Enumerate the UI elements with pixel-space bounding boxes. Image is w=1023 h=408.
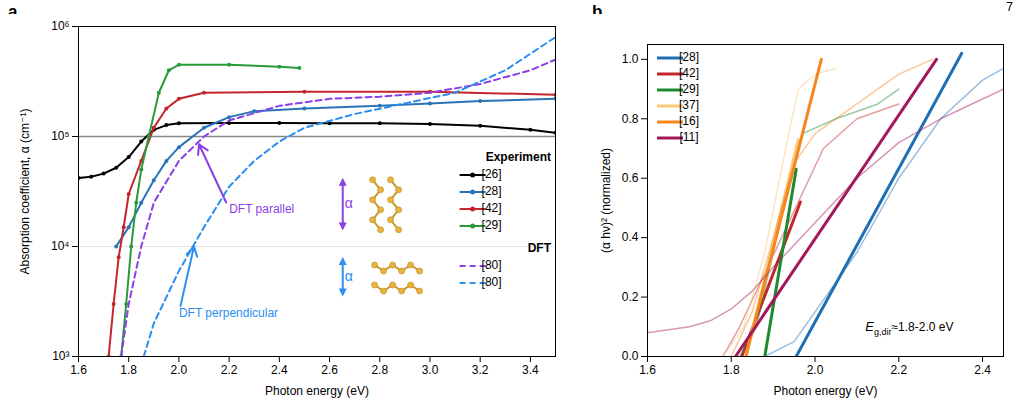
svg-text:(α hν)² (normalized): (α hν)² (normalized) — [599, 148, 613, 253]
html-text:b: b — [592, 2, 603, 21]
svg-text:[80]: [80] — [482, 258, 502, 272]
html-text:a: a — [8, 2, 18, 21]
svg-text:2.0: 2.0 — [807, 363, 824, 377]
svg-text:Experiment: Experiment — [486, 150, 551, 164]
svg-text:1.6: 1.6 — [70, 363, 87, 377]
svg-text:2.2: 2.2 — [890, 363, 907, 377]
svg-text:2.0: 2.0 — [171, 363, 188, 377]
html-text:7: 7 — [1006, 0, 1013, 14]
svg-text:Absorption coefficient, α (cm⁻: Absorption coefficient, α (cm⁻¹) — [18, 109, 32, 275]
svg-text:3.0: 3.0 — [422, 363, 439, 377]
svg-text:[80]: [80] — [482, 275, 502, 289]
svg-text:0.6: 0.6 — [622, 171, 639, 185]
svg-text:Eg,dir≈1.8-2.0 eV: Eg,dir≈1.8-2.0 eV — [865, 319, 953, 337]
svg-text:10⁵: 10⁵ — [51, 129, 69, 143]
svg-text:1.6: 1.6 — [639, 363, 656, 377]
svg-text:2.8: 2.8 — [371, 363, 388, 377]
svg-text:Photon energy (eV): Photon energy (eV) — [773, 384, 877, 398]
svg-text:0.4: 0.4 — [622, 230, 639, 244]
svg-text:[28]: [28] — [679, 50, 699, 64]
svg-text:DFT parallel: DFT parallel — [229, 202, 294, 216]
svg-text:[42]: [42] — [679, 66, 699, 80]
svg-text:1.8: 1.8 — [120, 363, 137, 377]
svg-text:10³: 10³ — [52, 349, 69, 363]
svg-text:[29]: [29] — [679, 82, 699, 96]
svg-text:[16]: [16] — [679, 114, 699, 128]
svg-text:2.4: 2.4 — [974, 363, 991, 377]
svg-text:[26]: [26] — [482, 167, 502, 181]
svg-text:3.2: 3.2 — [472, 363, 489, 377]
svg-text:2.2: 2.2 — [221, 363, 238, 377]
svg-text:1.0: 1.0 — [622, 52, 639, 66]
svg-text:0.0: 0.0 — [622, 349, 639, 363]
svg-text:[42]: [42] — [482, 201, 502, 215]
svg-text:10⁶: 10⁶ — [51, 19, 69, 33]
svg-text:10⁴: 10⁴ — [51, 239, 70, 253]
svg-text:3.4: 3.4 — [522, 363, 539, 377]
svg-text:DFT perpendicular: DFT perpendicular — [179, 306, 278, 320]
svg-text:α: α — [345, 268, 353, 284]
svg-text:[28]: [28] — [482, 184, 502, 198]
svg-text:0.8: 0.8 — [622, 112, 639, 126]
svg-text:2.6: 2.6 — [321, 363, 338, 377]
svg-text:α: α — [345, 195, 353, 211]
svg-text:[29]: [29] — [482, 218, 502, 232]
svg-text:0.2: 0.2 — [622, 290, 639, 304]
svg-text:Photon energy (eV): Photon energy (eV) — [265, 384, 369, 398]
svg-text:[11]: [11] — [679, 130, 698, 144]
svg-text:DFT: DFT — [528, 241, 552, 255]
svg-text:1.8: 1.8 — [723, 363, 740, 377]
svg-text:[37]: [37] — [679, 98, 699, 112]
svg-text:2.4: 2.4 — [271, 363, 288, 377]
